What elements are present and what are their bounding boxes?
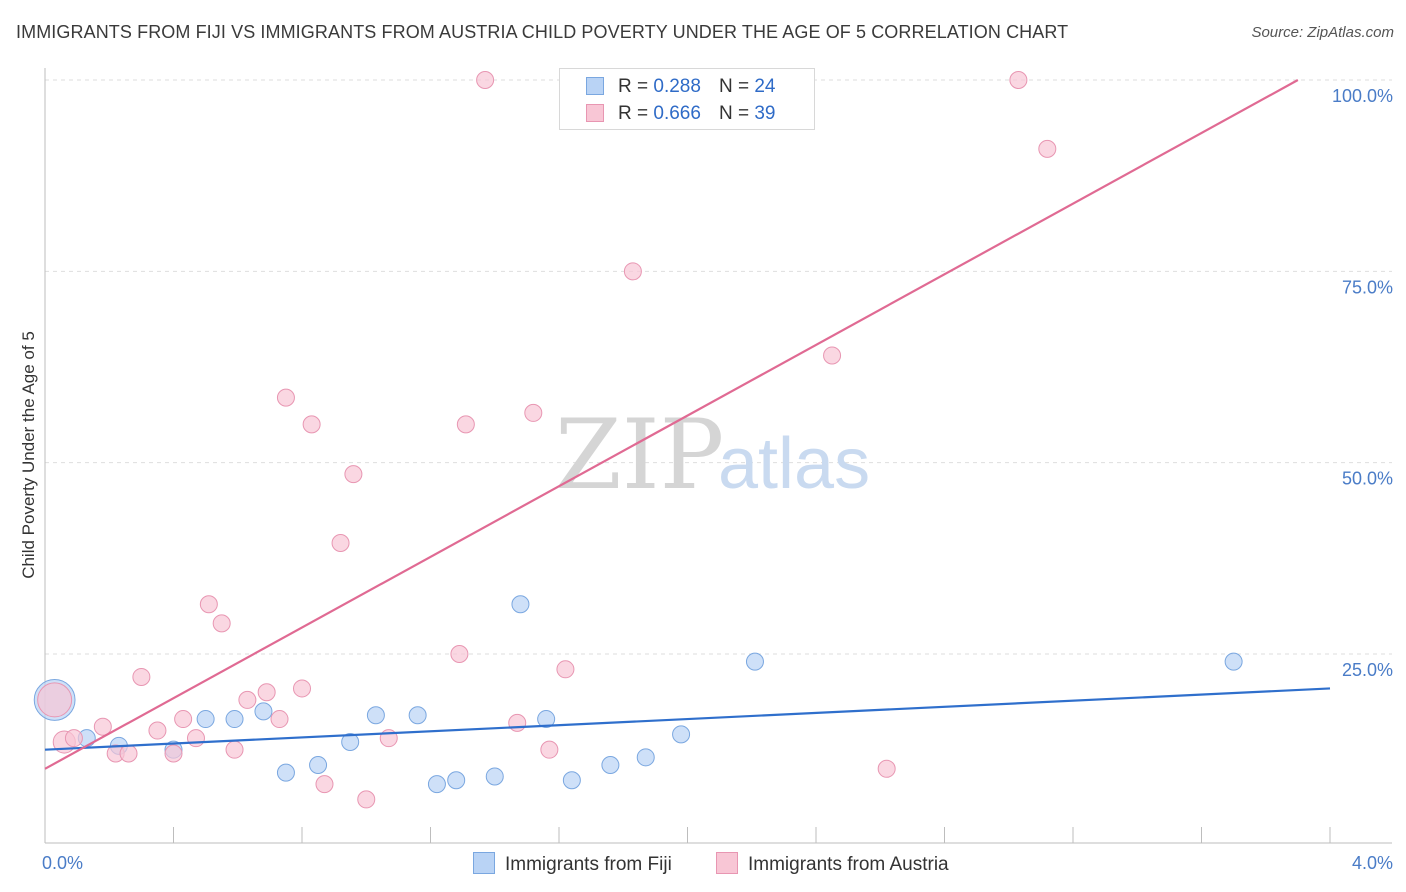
legend-swatch-austria	[586, 104, 604, 122]
data-point-austria	[357, 790, 376, 809]
data-point-austria	[186, 729, 205, 748]
legend-item-austria[interactable]: Immigrants from Austria	[716, 852, 949, 876]
watermark-zip: ZIP	[555, 399, 724, 511]
data-point-austria	[93, 717, 112, 736]
data-point-austria	[225, 740, 244, 759]
tick-labels: 25.0% 50.0% 75.0% 100.0% 0.0% 4.0%	[42, 86, 1393, 873]
x-tick-label: 4.0%	[1352, 853, 1393, 873]
data-point-austria	[238, 690, 257, 709]
source-label: Source: ZipAtlas.com	[1251, 24, 1394, 41]
legend-swatch-austria	[716, 852, 738, 874]
data-point-austria	[174, 710, 193, 729]
legend-n-label: N =	[718, 76, 750, 97]
data-point-fiji	[254, 702, 273, 721]
data-point-fiji	[672, 725, 691, 744]
data-point-fiji	[447, 771, 466, 790]
legend-row-austria: R = 0.666 N = 39	[586, 103, 775, 125]
legend-n-value-fiji: 24	[754, 76, 776, 97]
legend-row-fiji: R = 0.288 N = 24	[586, 76, 775, 98]
data-point-austria	[344, 465, 363, 484]
data-point-fiji	[276, 763, 295, 782]
data-point-fiji	[1224, 652, 1243, 671]
legend-r-label: R =	[618, 76, 649, 97]
data-point-fiji	[427, 775, 446, 794]
data-point-fiji	[485, 767, 504, 786]
data-point-austria	[877, 759, 896, 778]
data-point-austria	[132, 667, 151, 686]
legend-n-value-austria: 39	[754, 103, 776, 124]
data-point-austria	[508, 713, 527, 732]
data-point-austria	[257, 683, 276, 702]
data-point-fiji	[537, 710, 556, 729]
legend-swatch-fiji	[586, 77, 604, 95]
gridlines	[45, 79, 1392, 655]
data-point-austria	[276, 388, 295, 407]
data-point-austria	[148, 721, 167, 740]
data-point-fiji	[562, 771, 581, 790]
data-point-austria	[1038, 139, 1057, 158]
x-tick-label: 0.0%	[42, 853, 83, 873]
data-point-austria	[164, 744, 183, 763]
trend-line-austria	[44, 79, 1299, 770]
y-tick-label: 50.0%	[1342, 469, 1393, 489]
legend-label-austria: Immigrants from Austria	[748, 854, 949, 875]
data-point-austria	[476, 71, 495, 89]
legend-r-label: R =	[618, 103, 649, 124]
legend-label-fiji: Immigrants from Fiji	[505, 854, 672, 875]
data-point-austria	[1009, 71, 1028, 89]
data-point-fiji	[366, 706, 385, 725]
watermark: ZIP atlas	[555, 399, 870, 511]
data-point-fiji	[408, 706, 427, 725]
y-axis-label: Child Poverty Under the Age of 5	[19, 331, 38, 579]
data-point-fiji	[636, 748, 655, 767]
legend-n-label: N =	[718, 103, 750, 124]
chart-title: IMMIGRANTS FROM FIJI VS IMMIGRANTS FROM …	[16, 22, 1069, 42]
data-point-austria	[37, 682, 73, 718]
trend-line-fiji	[44, 687, 1331, 751]
data-point-austria	[64, 729, 83, 748]
data-point-fiji	[309, 755, 328, 774]
data-point-austria	[270, 710, 289, 729]
data-point-austria	[212, 614, 231, 633]
data-point-austria	[302, 415, 321, 434]
data-point-austria	[450, 645, 469, 663]
y-tick-label: 25.0%	[1342, 660, 1393, 680]
data-points	[33, 71, 1243, 809]
data-point-austria	[556, 660, 575, 679]
legend-r-value-austria: 0.666	[653, 103, 701, 124]
legend-r-value-fiji: 0.288	[653, 76, 701, 97]
data-point-fiji	[341, 733, 360, 752]
data-point-fiji	[745, 652, 764, 671]
data-point-fiji	[196, 710, 215, 729]
data-point-austria	[456, 415, 475, 434]
data-point-austria	[623, 262, 642, 281]
data-point-austria	[540, 740, 559, 759]
data-point-austria	[524, 403, 543, 422]
y-tick-label: 100.0%	[1332, 86, 1393, 106]
legend-item-fiji[interactable]: Immigrants from Fiji	[473, 852, 672, 876]
data-point-fiji	[601, 755, 620, 774]
data-point-austria	[119, 744, 138, 763]
data-point-austria	[315, 775, 334, 794]
watermark-atlas: atlas	[718, 424, 870, 504]
data-point-austria	[293, 679, 311, 698]
legend-swatch-fiji	[473, 852, 495, 874]
trend-lines	[44, 79, 1331, 770]
data-point-austria	[823, 346, 842, 365]
stats-legend: R = 0.288 N = 24 R = 0.666 N = 39	[559, 68, 815, 130]
series-legend: Immigrants from Fiji Immigrants from Aus…	[0, 852, 1406, 878]
data-point-austria	[331, 534, 350, 553]
data-point-fiji	[511, 595, 530, 614]
data-point-fiji	[225, 710, 244, 729]
y-tick-label: 75.0%	[1342, 277, 1393, 297]
data-point-austria	[199, 595, 218, 614]
